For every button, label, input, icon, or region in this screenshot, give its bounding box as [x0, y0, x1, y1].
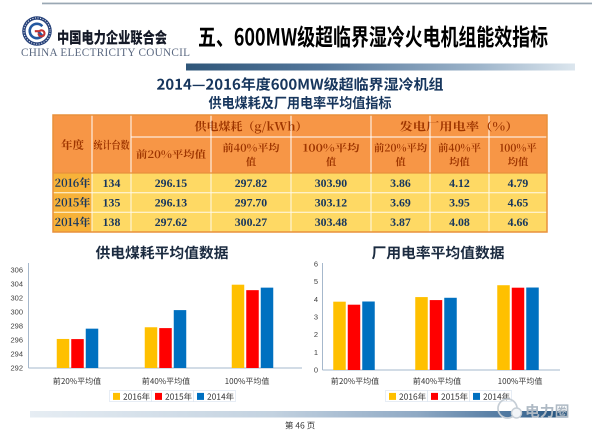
svg-text:3.87: 3.87: [390, 215, 411, 229]
svg-text:3.95: 3.95: [449, 195, 470, 209]
svg-text:3: 3: [314, 313, 318, 322]
svg-text:297.70: 297.70: [235, 195, 268, 209]
svg-text:300.27: 300.27: [235, 215, 268, 229]
svg-text:296.15: 296.15: [155, 176, 188, 190]
svg-text:303.48: 303.48: [315, 215, 348, 229]
svg-text:1: 1: [314, 348, 318, 357]
svg-text:303.90: 303.90: [315, 176, 348, 190]
svg-text:134: 134: [103, 176, 121, 190]
svg-text:297.62: 297.62: [155, 215, 188, 229]
svg-text:4.65: 4.65: [508, 195, 529, 209]
svg-text:2: 2: [314, 330, 318, 339]
svg-text:298: 298: [10, 322, 23, 331]
svg-text:4.79: 4.79: [508, 176, 529, 190]
svg-text:297.82: 297.82: [235, 176, 268, 190]
svg-text:296: 296: [10, 336, 23, 345]
svg-text:3.69: 3.69: [390, 195, 411, 209]
svg-text:4.12: 4.12: [449, 176, 470, 190]
svg-text:CHINA ELECTRICITY COUNCIL: CHINA ELECTRICITY COUNCIL: [21, 47, 190, 59]
svg-text:3.86: 3.86: [390, 176, 411, 190]
svg-text:6: 6: [314, 259, 318, 268]
svg-text:296.13: 296.13: [155, 195, 188, 209]
svg-text:294: 294: [10, 350, 23, 359]
svg-text:306: 306: [10, 266, 23, 275]
svg-text:0: 0: [314, 366, 318, 375]
svg-text:138: 138: [103, 215, 121, 229]
svg-text:302: 302: [10, 294, 23, 303]
svg-text:4.66: 4.66: [508, 215, 529, 229]
svg-text:4: 4: [314, 295, 318, 304]
svg-text:303.12: 303.12: [315, 195, 348, 209]
svg-text:292: 292: [10, 364, 23, 373]
svg-text:4.08: 4.08: [449, 215, 470, 229]
svg-text:5: 5: [314, 277, 318, 286]
svg-text:304: 304: [10, 280, 23, 289]
svg-text:135: 135: [103, 195, 121, 209]
svg-text:300: 300: [10, 308, 23, 317]
